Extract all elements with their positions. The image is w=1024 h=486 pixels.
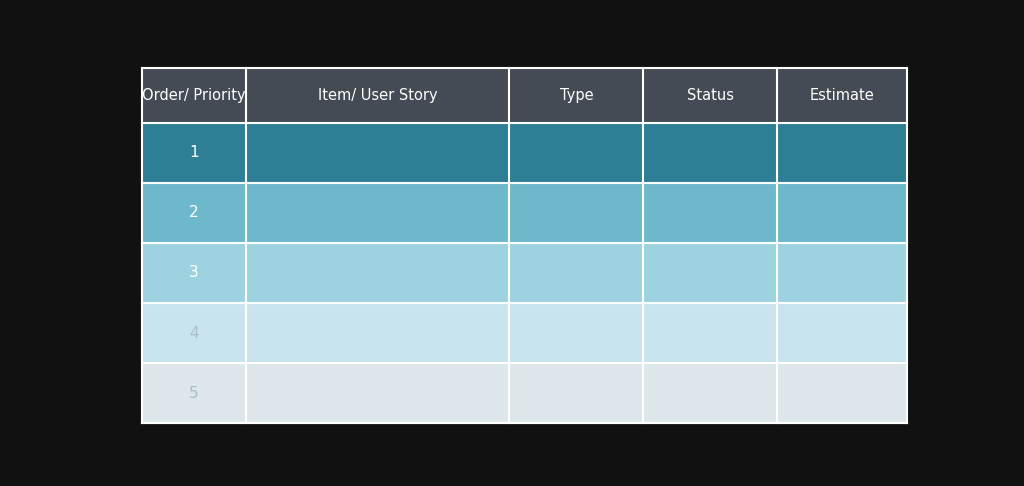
Text: 5: 5 xyxy=(189,386,199,400)
Bar xyxy=(643,68,777,123)
Bar xyxy=(643,183,777,243)
Bar xyxy=(777,363,907,423)
Text: Order/ Priority: Order/ Priority xyxy=(142,88,246,103)
Bar xyxy=(510,68,643,123)
Text: Item/ User Story: Item/ User Story xyxy=(317,88,437,103)
Bar xyxy=(510,303,643,363)
Bar xyxy=(142,68,246,123)
Text: Type: Type xyxy=(560,88,593,103)
Bar xyxy=(142,363,246,423)
Bar xyxy=(777,123,907,183)
Bar xyxy=(246,243,510,303)
Bar xyxy=(510,243,643,303)
Text: Estimate: Estimate xyxy=(810,88,874,103)
Bar xyxy=(142,183,246,243)
Bar xyxy=(142,303,246,363)
Text: 2: 2 xyxy=(189,206,199,220)
Bar xyxy=(510,363,643,423)
Bar xyxy=(510,123,643,183)
Bar xyxy=(246,363,510,423)
Text: 3: 3 xyxy=(189,265,199,280)
Bar xyxy=(246,123,510,183)
Bar xyxy=(246,183,510,243)
Bar xyxy=(142,123,246,183)
Text: Status: Status xyxy=(687,88,734,103)
Bar xyxy=(777,303,907,363)
Text: 4: 4 xyxy=(189,326,199,341)
Bar xyxy=(777,243,907,303)
Bar xyxy=(246,303,510,363)
Bar xyxy=(643,123,777,183)
Bar xyxy=(643,303,777,363)
Bar xyxy=(142,243,246,303)
Text: 1: 1 xyxy=(189,145,199,160)
Bar xyxy=(643,363,777,423)
Bar xyxy=(510,183,643,243)
Bar xyxy=(777,68,907,123)
Bar xyxy=(777,183,907,243)
Bar xyxy=(643,243,777,303)
Bar xyxy=(246,68,510,123)
